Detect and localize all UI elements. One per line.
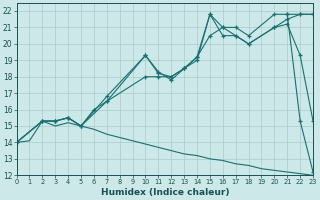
X-axis label: Humidex (Indice chaleur): Humidex (Indice chaleur) [100, 188, 229, 197]
